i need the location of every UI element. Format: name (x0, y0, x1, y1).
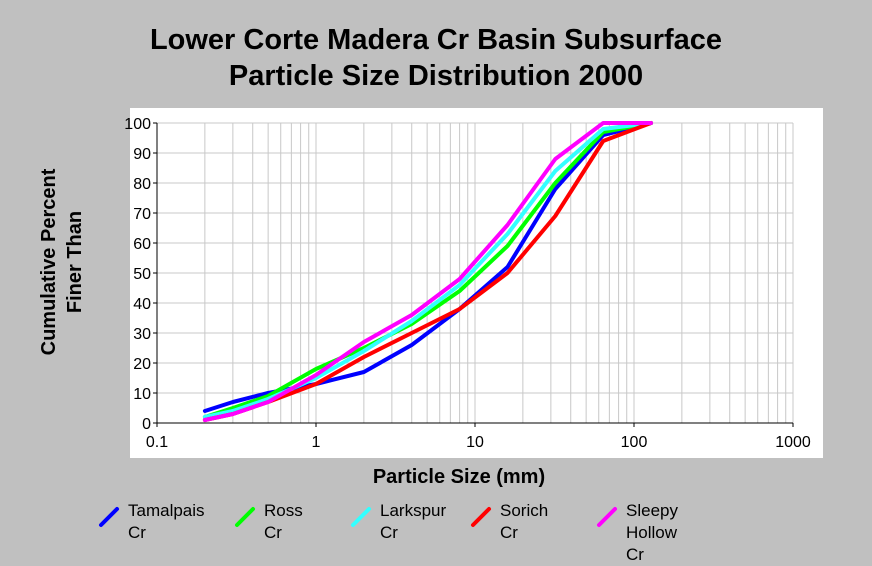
x-tick-label: 1000 (775, 434, 811, 451)
chart-title: Lower Corte Madera Cr Basin Subsurface P… (0, 22, 872, 94)
plot-background (130, 108, 823, 458)
y-tick-label: 50 (133, 266, 151, 283)
chart-title-line-2: Particle Size Distribution 2000 (228, 60, 644, 92)
legend-swatch-line (99, 507, 119, 527)
legend-swatch (351, 507, 371, 527)
y-tick-label: 10 (133, 386, 151, 403)
y-tick-label: 70 (133, 206, 151, 223)
legend-swatch (99, 507, 119, 527)
series-line-3 (202, 121, 653, 419)
legend-label: Larkspur Cr (380, 501, 447, 542)
series-line-5 (202, 121, 653, 422)
y-tick-label: 40 (133, 296, 151, 313)
series-line-1 (202, 121, 653, 413)
series-line-2 (202, 121, 653, 419)
y-tick-label: 20 (133, 356, 151, 373)
y-tick-label: 90 (133, 146, 151, 163)
legend-swatch (235, 507, 255, 527)
x-tick-label: 10 (466, 434, 484, 451)
x-tick-label: 0.1 (146, 434, 168, 451)
legend-swatch-line (471, 507, 491, 527)
x-tick-label: 100 (621, 434, 648, 451)
y-tick-label: 30 (133, 326, 151, 343)
legend-swatch (471, 507, 491, 527)
legend-label: Tamalpais Cr (128, 501, 205, 542)
legend-swatch-line (351, 507, 371, 527)
legend-swatch-line (597, 507, 617, 527)
y-tick-label: 60 (133, 236, 151, 253)
legend-label: Ross Cr (264, 501, 303, 542)
legend-swatch (597, 507, 617, 527)
y-tick-label: 80 (133, 176, 151, 193)
x-tick-label: 1 (312, 434, 321, 451)
x-axis-label: Particle Size (mm) (372, 466, 546, 488)
legend-swatch-line (235, 507, 255, 527)
legend-label: Sorich Cr (500, 501, 549, 542)
chart-title-line-1: Lower Corte Madera Cr Basin Subsurface (149, 24, 723, 56)
y-tick-label: 0 (142, 416, 151, 433)
legend-label: Sleepy Hollow Cr (626, 501, 678, 564)
y-tick-label: 100 (124, 116, 151, 133)
